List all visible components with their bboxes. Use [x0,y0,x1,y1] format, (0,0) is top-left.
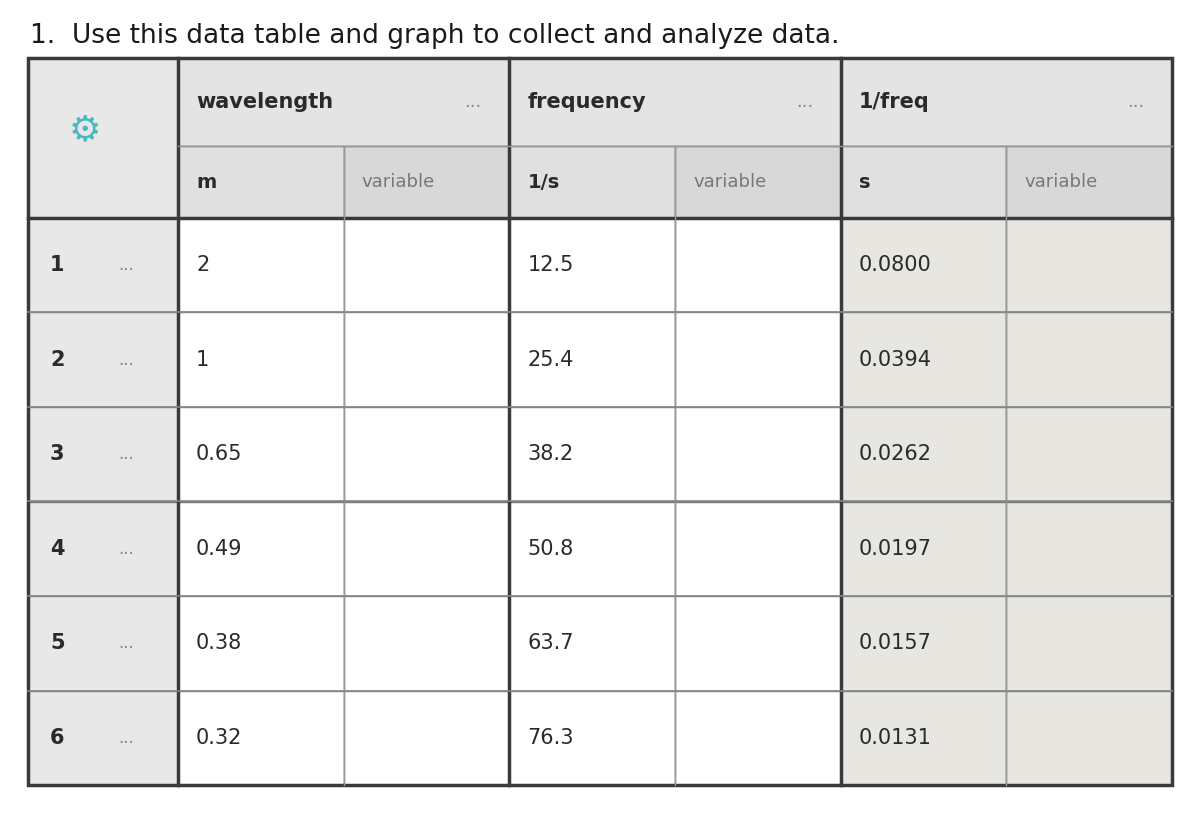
Text: 0.0800: 0.0800 [859,255,931,276]
Bar [509,146,674,218]
Text: frequency: frequency [527,92,646,112]
Bar [1007,690,1172,785]
Text: ...: ... [118,256,133,274]
Text: 0.49: 0.49 [196,539,242,559]
Bar [1007,596,1172,690]
Text: 0.0394: 0.0394 [859,350,931,370]
Bar [178,502,343,596]
Bar [841,218,1007,312]
Bar [178,407,343,502]
Bar [178,312,343,407]
Text: ...: ... [118,350,133,369]
Bar [28,218,178,312]
Text: m: m [196,172,216,192]
Bar [841,407,1007,502]
Bar [1007,502,1172,596]
Text: 38.2: 38.2 [527,444,574,464]
Text: 12.5: 12.5 [527,255,574,276]
Text: 6: 6 [50,728,65,748]
Text: wavelength: wavelength [196,92,334,112]
Bar [841,58,1172,146]
Bar [841,690,1007,785]
Bar [343,146,509,218]
Text: 0.65: 0.65 [196,444,242,464]
Text: 5: 5 [50,633,65,654]
Bar [178,596,343,690]
Bar [343,502,509,596]
Bar [343,596,509,690]
Bar [509,502,674,596]
Bar [343,312,509,407]
Text: 63.7: 63.7 [527,633,574,654]
Text: 0.0197: 0.0197 [859,539,931,559]
Text: ...: ... [118,728,133,747]
Text: s: s [859,172,870,192]
Bar [674,690,841,785]
Text: variable: variable [1025,173,1098,191]
Text: ...: ... [118,446,133,463]
Text: 1: 1 [50,255,65,276]
Bar [343,218,509,312]
Text: 0.32: 0.32 [196,728,242,748]
Text: 0.0157: 0.0157 [859,633,931,654]
Bar [509,312,674,407]
Text: 1.  Use this data table and graph to collect and analyze data.: 1. Use this data table and graph to coll… [30,23,840,49]
Text: 1/s: 1/s [527,172,559,192]
Text: 50.8: 50.8 [527,539,574,559]
Bar [841,312,1007,407]
Bar [28,690,178,785]
Text: ...: ... [1127,93,1145,111]
Bar [1007,312,1172,407]
Text: variable: variable [361,173,434,191]
Bar [28,58,1172,785]
Bar [28,407,178,502]
Text: ...: ... [118,540,133,558]
Bar [674,407,841,502]
Bar [1007,146,1172,218]
Bar [509,58,841,146]
Bar [509,218,674,312]
Text: 0.38: 0.38 [196,633,242,654]
Text: ...: ... [796,93,812,111]
Text: 4: 4 [50,539,65,559]
Bar [1007,218,1172,312]
Text: ...: ... [118,634,133,652]
Bar [674,218,841,312]
Bar [28,312,178,407]
Bar [674,596,841,690]
Text: 2: 2 [50,350,65,370]
Text: 2: 2 [196,255,209,276]
Text: 25.4: 25.4 [527,350,574,370]
Text: ...: ... [464,93,481,111]
Text: 0.0262: 0.0262 [859,444,931,464]
Bar [674,502,841,596]
Text: variable: variable [694,173,767,191]
Bar [28,596,178,690]
Bar [509,596,674,690]
Text: 0.0131: 0.0131 [859,728,931,748]
Text: 76.3: 76.3 [527,728,574,748]
Bar [509,407,674,502]
Bar [178,58,509,146]
Bar [674,146,841,218]
Text: 1: 1 [196,350,209,370]
Bar [1007,407,1172,502]
Text: 1/freq: 1/freq [859,92,930,112]
Bar [841,146,1007,218]
Bar [28,502,178,596]
Bar [841,596,1007,690]
Bar [343,407,509,502]
Text: 3: 3 [50,444,65,464]
Bar [178,146,343,218]
Bar [841,502,1007,596]
Bar [178,218,343,312]
Text: ⚙: ⚙ [68,113,101,147]
Bar [509,690,674,785]
Bar [178,690,343,785]
Bar [674,312,841,407]
Bar [28,58,178,218]
Bar [343,690,509,785]
